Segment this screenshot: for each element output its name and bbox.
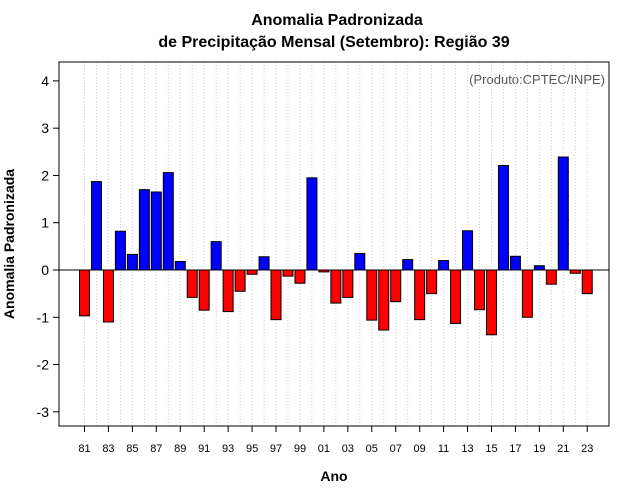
x-tick-label: 89	[174, 443, 186, 455]
y-tick-label: -2	[37, 357, 50, 373]
bar-15	[485, 269, 497, 336]
bar-95	[246, 269, 258, 275]
x-tick-label: 11	[438, 443, 449, 455]
bars	[59, 156, 609, 336]
x-tick-label: 23	[581, 443, 593, 455]
x-tick-label: 19	[533, 443, 545, 455]
plot-frame	[58, 61, 610, 427]
y-tick-label: 2	[41, 167, 49, 183]
bar-23	[581, 269, 593, 295]
bar-93	[222, 269, 234, 313]
x-axis: 81 83 85 87 89 91 93 95 97 99 01 03 05 07 09 11 13 15 17 19…	[78, 426, 593, 455]
bar-94	[234, 269, 246, 292]
bar-96	[258, 256, 270, 271]
bar-11	[438, 260, 450, 271]
x-tick-label: 15	[485, 443, 497, 455]
y-axis-label: Anomalia Padronizada	[1, 169, 17, 319]
bar-86	[138, 189, 150, 271]
x-tick-label: 87	[150, 443, 162, 455]
bar-89	[174, 260, 186, 271]
bar-10	[426, 269, 438, 295]
y-tick-label: 4	[41, 73, 49, 89]
bar-81	[79, 269, 90, 317]
bar-88	[162, 172, 174, 271]
x-tick-label: 05	[366, 443, 378, 455]
bar-90	[186, 269, 198, 298]
x-tick-label: 81	[78, 443, 90, 455]
chart-subtitle: de Precipitação Mensal (Setembro): Regiã…	[158, 34, 509, 51]
x-tick-label: 09	[414, 443, 426, 455]
y-tick-label: 1	[41, 215, 49, 231]
chart-title: Anomalia Padronizada	[251, 12, 423, 29]
bar-92	[210, 241, 222, 271]
bar-03	[342, 269, 354, 298]
source-annotation: (Produto:CPTEC/INPE)	[469, 72, 605, 87]
bar-83	[102, 269, 114, 323]
bar-09	[414, 269, 426, 321]
bar-16	[497, 165, 509, 271]
bar-04	[354, 252, 366, 271]
bar-18	[521, 269, 533, 318]
bar-21	[557, 156, 569, 271]
bar-82	[90, 181, 102, 271]
bar-06	[378, 269, 390, 331]
bar-17	[509, 255, 521, 271]
x-tick-label: 03	[342, 443, 354, 455]
x-tick-label: 85	[126, 443, 138, 455]
x-tick-label: 83	[102, 443, 114, 455]
grid-lines	[84, 62, 588, 426]
x-tick-label: 17	[509, 443, 521, 455]
bar-97	[270, 269, 282, 321]
bar-85	[126, 253, 138, 271]
y-tick-label: 0	[41, 262, 49, 278]
x-tick-label: 13	[461, 443, 473, 455]
bar-05	[366, 269, 378, 321]
bar-19	[533, 265, 545, 271]
bar-99	[294, 269, 306, 284]
x-axis-label: Ano	[320, 468, 347, 484]
y-tick-label: -1	[37, 309, 50, 325]
x-tick-label: 99	[294, 443, 306, 455]
bar-07	[390, 269, 402, 303]
bar-87	[150, 191, 162, 271]
x-tick-label: 95	[246, 443, 258, 455]
y-tick-label: 3	[41, 120, 49, 136]
bar-08	[402, 259, 414, 271]
x-tick-label: 07	[390, 443, 402, 455]
y-tick-label: -3	[37, 404, 50, 420]
bar-12	[450, 269, 462, 324]
bar-14	[474, 269, 486, 311]
x-tick-label: 93	[222, 443, 234, 455]
x-tick-label: 01	[318, 443, 330, 455]
bar-13	[462, 230, 474, 271]
y-axis: -3 -2 -1 0 1 2 3 4	[37, 73, 59, 420]
x-tick-label: 21	[557, 443, 569, 455]
bar-00	[306, 177, 318, 271]
bar-20	[545, 269, 557, 285]
x-tick-label: 97	[270, 443, 282, 455]
x-tick-label: 91	[198, 443, 210, 455]
bar-02	[330, 269, 342, 304]
bar-84	[114, 230, 126, 271]
bar-98	[282, 269, 294, 277]
bar-91	[198, 269, 210, 311]
